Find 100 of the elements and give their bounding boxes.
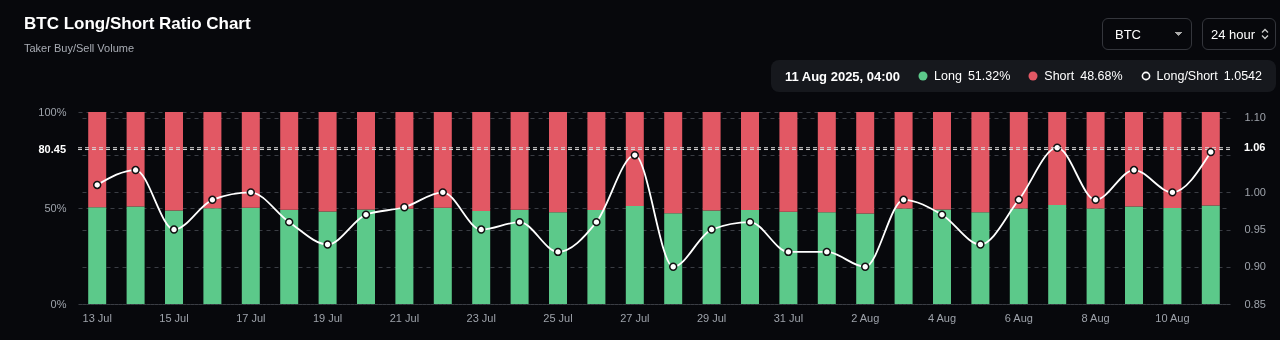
point — [860, 262, 870, 271]
bar — [1163, 112, 1182, 208]
ref-line-label: 1.06 — [1244, 140, 1266, 153]
y-tick-label: 50% — [44, 201, 67, 214]
bar — [165, 112, 183, 211]
y2-tick-label: 0.95 — [1244, 223, 1266, 236]
bar — [510, 209, 529, 304]
text: 48.68% — [1080, 69, 1123, 83]
x-tick-label: 8 Aug — [1081, 311, 1110, 324]
bar — [357, 209, 375, 304]
point — [361, 210, 371, 219]
bar — [88, 207, 107, 304]
x-tick-label: 19 Jul — [312, 311, 343, 324]
y2-tick-label: 0.90 — [1244, 260, 1266, 273]
point — [169, 225, 179, 234]
point — [822, 247, 832, 257]
y-tick-label: 0% — [50, 297, 67, 310]
bar — [472, 210, 491, 304]
bar — [88, 112, 107, 208]
bar — [625, 205, 644, 304]
legend-label: Long — [934, 69, 962, 83]
point — [745, 217, 755, 227]
text: 24 hour — [1211, 26, 1256, 42]
bar — [510, 112, 529, 210]
x-tick-label: 31 Jul — [773, 311, 804, 324]
point — [1014, 195, 1024, 205]
point — [208, 195, 217, 205]
bar — [203, 112, 222, 209]
bar — [433, 207, 452, 304]
point — [707, 225, 716, 234]
bar — [1086, 112, 1105, 209]
bar — [933, 112, 951, 210]
bar — [241, 207, 260, 304]
point — [937, 210, 947, 219]
bar — [1163, 208, 1182, 304]
bar — [395, 112, 414, 209]
bar — [549, 112, 567, 213]
bar — [1086, 208, 1105, 304]
bar — [1009, 208, 1028, 304]
bar — [318, 211, 337, 304]
point — [400, 203, 409, 212]
bar — [280, 112, 299, 210]
bar — [779, 211, 798, 304]
point — [515, 217, 524, 227]
point — [1129, 165, 1139, 175]
chart-subtitle: Taker Buy/Sell Volume — [24, 42, 135, 54]
point — [1206, 147, 1216, 157]
point — [630, 150, 640, 160]
bar — [779, 112, 798, 212]
text: 11 Aug 2025, 04:00 — [784, 68, 901, 84]
point — [284, 217, 294, 227]
bar — [549, 212, 567, 304]
bar — [1201, 205, 1220, 304]
point — [476, 225, 486, 234]
x-tick-label: 4 Aug — [927, 311, 957, 324]
bar — [1048, 205, 1067, 304]
bar — [1125, 206, 1143, 304]
y2-tick-label: 0.85 — [1244, 297, 1266, 310]
bar — [318, 112, 337, 212]
bar — [395, 208, 414, 304]
bar — [241, 112, 260, 208]
point — [899, 195, 908, 205]
bar — [1201, 112, 1220, 206]
x-tick-label: 2 Aug — [851, 311, 880, 324]
bar — [971, 212, 990, 304]
bar — [741, 210, 759, 304]
bar — [894, 208, 913, 304]
point — [668, 262, 678, 271]
bar — [1125, 112, 1143, 207]
text: 51.32% — [967, 69, 1011, 83]
bar — [357, 112, 375, 210]
x-tick-label: 13 Jul — [82, 311, 112, 324]
bar — [817, 212, 836, 304]
point — [1168, 188, 1177, 197]
bar — [894, 112, 913, 209]
bar — [126, 112, 145, 207]
bar — [741, 112, 759, 211]
bar — [664, 213, 683, 304]
bar — [203, 208, 222, 304]
x-tick-label: 25 Jul — [543, 311, 573, 324]
x-tick-label: 10 Aug — [1155, 311, 1190, 324]
point — [784, 247, 793, 257]
x-tick-label: 6 Aug — [1004, 311, 1033, 324]
point — [92, 180, 102, 190]
bar — [587, 210, 606, 304]
point — [1091, 195, 1100, 205]
x-tick-label: 23 Jul — [466, 311, 496, 324]
y-tick-label: 100% — [38, 105, 67, 118]
bar — [587, 112, 606, 211]
point — [131, 165, 140, 175]
text: BTC — [1115, 26, 1141, 42]
bar — [472, 112, 491, 211]
bar — [165, 210, 183, 304]
point — [592, 217, 601, 227]
legend-label: Long/Short — [1156, 69, 1218, 83]
bar — [433, 112, 452, 208]
x-tick-label: 17 Jul — [236, 311, 266, 324]
bar — [1009, 112, 1028, 209]
text: 1.0542 — [1223, 69, 1262, 83]
bar — [971, 112, 990, 213]
